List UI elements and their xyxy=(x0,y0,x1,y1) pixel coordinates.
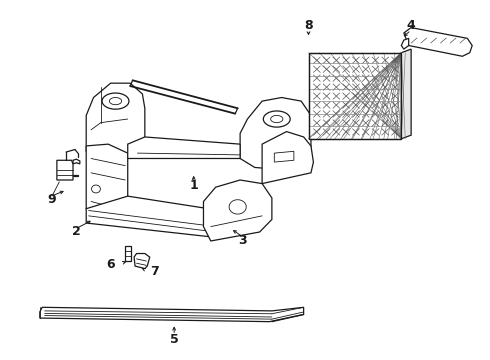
Text: 7: 7 xyxy=(150,265,159,278)
Polygon shape xyxy=(125,246,131,261)
Text: 3: 3 xyxy=(238,234,247,247)
Text: 1: 1 xyxy=(189,179,198,192)
Polygon shape xyxy=(134,253,150,269)
Polygon shape xyxy=(73,159,80,164)
Polygon shape xyxy=(274,151,294,162)
Polygon shape xyxy=(128,137,240,158)
Polygon shape xyxy=(309,53,401,139)
Text: 5: 5 xyxy=(170,333,178,346)
Polygon shape xyxy=(404,28,472,56)
Polygon shape xyxy=(401,39,409,49)
Polygon shape xyxy=(73,175,78,176)
Polygon shape xyxy=(401,49,411,139)
Text: 4: 4 xyxy=(407,19,416,32)
Text: 6: 6 xyxy=(106,258,115,271)
Polygon shape xyxy=(57,160,73,180)
Polygon shape xyxy=(86,83,145,158)
Polygon shape xyxy=(203,180,272,241)
Text: 9: 9 xyxy=(48,193,56,206)
Polygon shape xyxy=(40,307,304,321)
Polygon shape xyxy=(262,132,314,184)
Text: 2: 2 xyxy=(72,225,81,238)
Text: 8: 8 xyxy=(304,19,313,32)
Polygon shape xyxy=(240,98,311,169)
Polygon shape xyxy=(86,196,255,237)
Polygon shape xyxy=(86,144,128,221)
